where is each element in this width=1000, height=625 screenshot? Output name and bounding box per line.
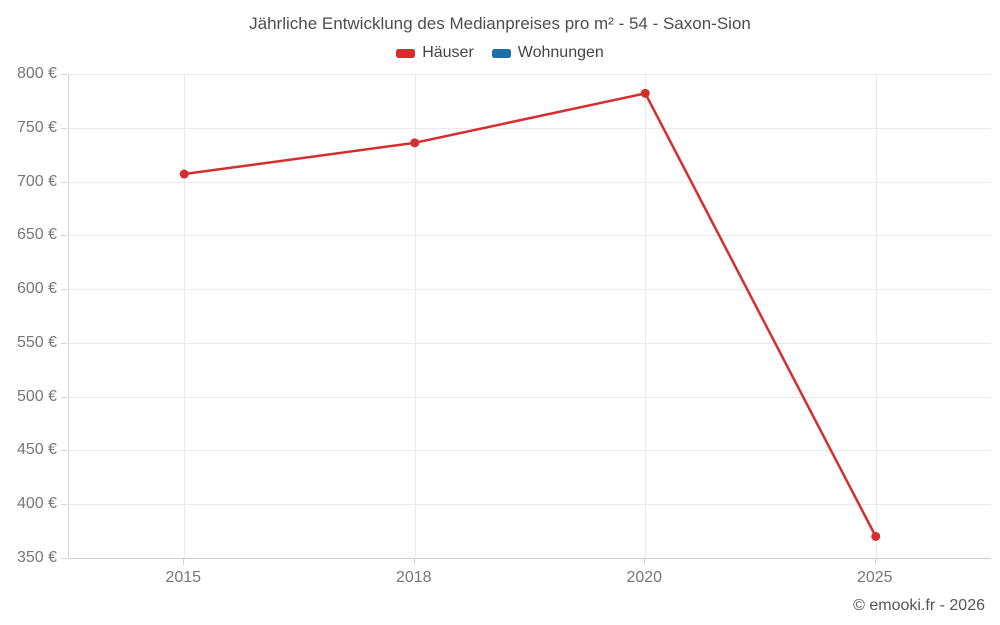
legend-item-hauser[interactable]: Häuser bbox=[396, 44, 474, 62]
legend-label-wohnungen: Wohnungen bbox=[517, 44, 604, 61]
y-axis-tick-label: 800 € bbox=[16, 65, 57, 82]
y-axis-tick bbox=[61, 182, 67, 183]
y-axis-tick-label: 350 € bbox=[16, 549, 57, 566]
y-axis-tick-label: 700 € bbox=[16, 172, 57, 190]
legend-swatch-hauser-icon bbox=[396, 48, 416, 58]
legend-label-hauser: Häuser bbox=[422, 44, 474, 61]
y-axis-tick bbox=[61, 235, 67, 236]
plot-area[interactable] bbox=[68, 74, 991, 559]
x-axis-tick-label: 2018 bbox=[395, 569, 432, 586]
y-axis-tick-label: 500 € bbox=[16, 387, 57, 405]
chart-legend: Häuser Wohnungen bbox=[0, 44, 1000, 62]
y-axis-tick-label: 650 € bbox=[16, 226, 57, 244]
y-axis-tick-label: 450 € bbox=[16, 441, 57, 459]
y-axis-tick bbox=[61, 397, 67, 398]
legend-item-wohnungen[interactable]: Wohnungen bbox=[491, 44, 604, 62]
x-axis-tick-label: 2025 bbox=[856, 569, 893, 586]
y-axis-tick bbox=[61, 558, 67, 559]
y-axis-tick-label: 550 € bbox=[16, 333, 57, 351]
y-axis-tick-label: 400 € bbox=[16, 495, 57, 513]
x-axis-tick bbox=[875, 559, 876, 565]
y-axis-tick bbox=[61, 504, 67, 505]
x-axis-tick bbox=[183, 559, 184, 565]
y-axis-tick bbox=[61, 74, 67, 75]
y-axis-tick bbox=[61, 128, 67, 129]
chart-title: Jährliche Entwicklung des Medianpreises … bbox=[249, 14, 751, 33]
y-axis-tick-label: 750 € bbox=[16, 118, 57, 136]
x-axis-tick-label: 2020 bbox=[626, 569, 663, 586]
x-axis-tick bbox=[644, 559, 645, 565]
line-chart-plot[interactable] bbox=[69, 74, 991, 558]
legend-swatch-wohnungen-icon bbox=[491, 48, 511, 58]
y-axis-tick bbox=[61, 289, 67, 290]
x-axis-tick bbox=[414, 559, 415, 565]
y-axis-tick bbox=[61, 450, 67, 451]
x-axis-tick-label: 2015 bbox=[165, 569, 202, 586]
y-axis-tick bbox=[61, 343, 67, 344]
y-axis-tick-label: 600 € bbox=[16, 280, 57, 298]
footer-credit: © emooki.fr - 2026 bbox=[853, 597, 985, 614]
